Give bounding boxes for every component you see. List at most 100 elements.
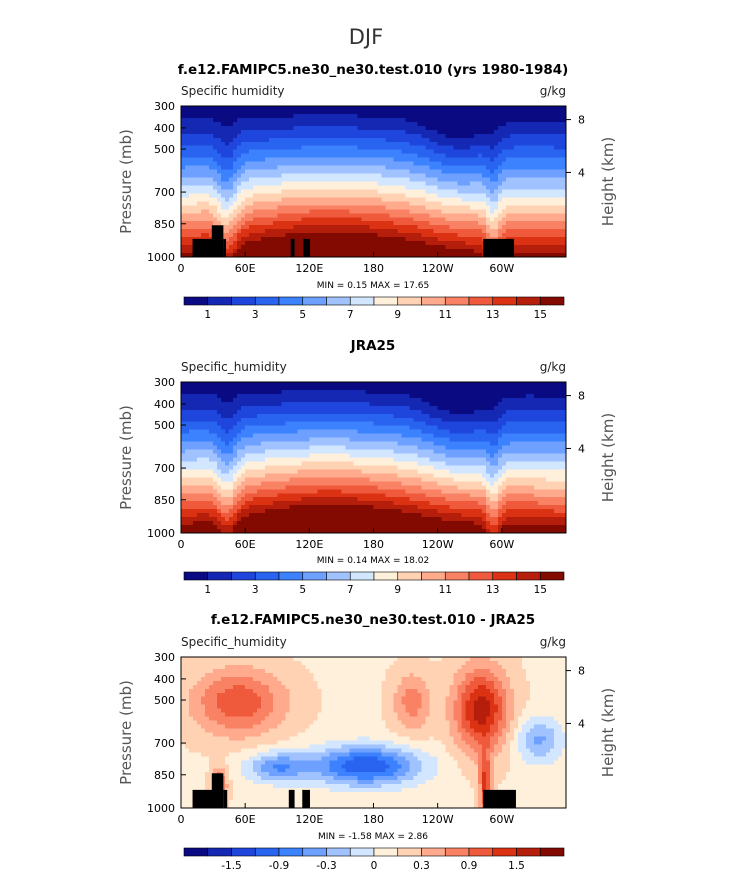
field-cell (545, 229, 551, 234)
field-cell (425, 413, 431, 419)
field-cell (525, 401, 531, 407)
field-cell (469, 161, 475, 167)
field-cell (265, 225, 270, 230)
field-cell (541, 201, 547, 206)
field-cell (285, 149, 290, 155)
field-cell (309, 413, 314, 419)
field-cell (185, 189, 190, 195)
field-cell (545, 237, 551, 242)
field-cell (413, 389, 419, 395)
field-cell (273, 169, 278, 175)
field-cell (517, 169, 523, 175)
field-cell (505, 409, 511, 415)
field-cell (341, 397, 347, 403)
field-cell (305, 429, 310, 435)
field-cell (449, 385, 455, 391)
field-cell (485, 413, 491, 419)
field-cell (225, 117, 230, 123)
field-cell (553, 117, 559, 123)
field-cell (473, 201, 479, 206)
field-cell (253, 401, 258, 407)
field-cell (245, 177, 250, 183)
field-cell (193, 429, 198, 435)
field-cell (293, 253, 298, 258)
field-cell (433, 121, 439, 127)
field-cell (433, 169, 439, 175)
field-cell (425, 382, 431, 387)
field-cell (225, 409, 230, 415)
field-cell (429, 249, 435, 254)
field-cell (545, 397, 551, 403)
field-cell (469, 149, 475, 155)
field-cell (437, 137, 443, 143)
field-cell (237, 241, 242, 246)
field-cell (545, 413, 551, 419)
field-cell (469, 233, 475, 238)
field-cell (517, 141, 523, 147)
field-cell (257, 113, 262, 119)
field-cell (393, 106, 399, 111)
field-cell (337, 213, 343, 218)
field-cell (497, 106, 503, 111)
field-cell (225, 106, 230, 111)
field-cell (497, 413, 503, 419)
field-cell (205, 417, 210, 423)
field-cell (329, 241, 334, 246)
field-cell (521, 145, 527, 151)
field-cell (501, 429, 507, 435)
field-cell (541, 106, 547, 111)
field-cell (201, 421, 206, 427)
field-cell (233, 157, 238, 163)
field-cell (429, 253, 435, 258)
field-cell (453, 169, 459, 175)
field-cell (449, 141, 455, 147)
field-cell (225, 129, 230, 135)
field-cell (449, 165, 455, 171)
field-cell (517, 425, 523, 431)
field-cell (197, 165, 202, 171)
field-cell (257, 117, 262, 123)
field-cell (453, 205, 459, 210)
field-cell (261, 133, 266, 139)
field-cell (445, 245, 451, 250)
field-cell (541, 385, 547, 391)
field-cell (397, 425, 403, 431)
field-cell (249, 153, 254, 159)
field-cell (321, 125, 326, 131)
field-cell (317, 382, 322, 387)
field-cell (549, 197, 555, 202)
field-cell (289, 209, 294, 214)
field-cell (433, 109, 439, 115)
field-cell (401, 169, 407, 175)
field-cell (241, 425, 246, 431)
field-cell (273, 389, 278, 395)
field-cell (213, 433, 218, 439)
field-cell (329, 385, 334, 391)
field-cell (405, 113, 411, 119)
field-cell (333, 245, 339, 250)
field-cell (181, 209, 186, 214)
field-cell (421, 229, 427, 234)
field-cell (385, 125, 391, 131)
field-cell (201, 109, 206, 115)
field-cell (489, 382, 495, 387)
field-cell (241, 393, 246, 399)
field-cell (437, 197, 443, 202)
field-cell (209, 209, 214, 214)
field-cell (509, 417, 515, 423)
field-cell (521, 117, 527, 123)
field-cell (181, 385, 186, 391)
field-cell (325, 165, 330, 171)
field-cell (549, 237, 555, 242)
field-cell (545, 221, 551, 226)
field-cell (469, 157, 475, 163)
field-cell (509, 161, 515, 167)
field-cell (337, 389, 343, 395)
field-cell (269, 113, 274, 119)
field-cell (293, 169, 298, 175)
field-cell (561, 241, 567, 246)
field-cell (357, 397, 363, 403)
field-cell (329, 141, 334, 147)
field-cell (517, 161, 523, 167)
field-cell (437, 185, 443, 191)
